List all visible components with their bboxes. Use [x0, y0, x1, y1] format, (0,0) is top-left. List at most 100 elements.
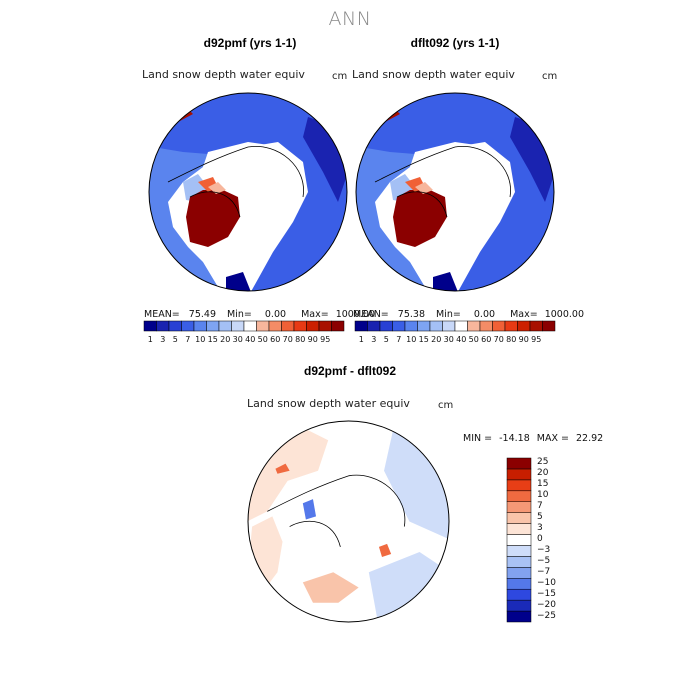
panel2-colorbar-tick: 3: [371, 335, 377, 344]
panel2-units: cm: [542, 71, 558, 82]
diff-colorbar-tick: −20: [537, 599, 556, 610]
panel2-colorbar-tick: 15: [418, 335, 429, 344]
panel1-stats: MEAN= 75.49 Min= 0.00 Max= 1000.00: [144, 309, 375, 320]
map1-field: [149, 93, 347, 291]
diff-colorbar-tick: −3: [537, 544, 551, 555]
panel1-units: cm: [332, 71, 348, 82]
diff-colorbar-bin: [506, 468, 532, 481]
panel1-colorbar-bin: [231, 320, 245, 332]
panel2-colorbar-tick: 7: [396, 335, 402, 344]
panel1-colorbar-tick: 90: [307, 335, 318, 344]
panel1-colorbar-tick: 40: [245, 335, 256, 344]
diff-colorbar-bin: [506, 534, 532, 546]
coastline: [374, 146, 456, 183]
coastline: [348, 474, 406, 527]
panel2-colorbar-bin: [404, 320, 418, 332]
diff-subtitle: Land snow depth water equiv: [247, 397, 410, 410]
panel2-min-label: Min=: [436, 309, 461, 320]
panel2-colorbar-tick: 80: [506, 335, 517, 344]
panel2-colorbar-bin: [442, 320, 456, 332]
diff-colorbar: [506, 457, 532, 623]
panel2-colorbar-bin: [367, 320, 381, 332]
coastline: [396, 191, 448, 218]
panel2-stats: MEAN= 75.38 Min= 0.00 Max= 1000.00: [353, 309, 584, 320]
panel1-colorbar-tick: 60: [270, 335, 281, 344]
diff-colorbar-bin: [506, 556, 532, 568]
panel2-colorbar-bin: [529, 320, 543, 332]
panel1-colorbar-tick: 30: [232, 335, 243, 344]
diff-colorbar-tick: 7: [537, 501, 543, 512]
panel2-colorbar-tick: 95: [531, 335, 542, 344]
svalbard-positive: [378, 543, 392, 558]
panel1-min-value: 0.00: [264, 309, 287, 320]
panel1-colorbar-tick: 80: [295, 335, 306, 344]
panel1-colorbar-tick: 5: [172, 335, 178, 344]
panel2-colorbar-ticks: 1 3 5 7 10 15 20 30 40 50 60 70 80 90 95: [355, 335, 555, 347]
land-snow-region: [149, 93, 347, 291]
diff-colorbar-tick: −10: [537, 577, 556, 588]
arctic-islands-light-region: [208, 182, 226, 194]
panel2-colorbar-tick: 5: [383, 335, 389, 344]
panel2-colorbar-bin: [392, 320, 406, 332]
diff-colorbar-bin: [506, 501, 532, 513]
main-title: ANN: [328, 8, 372, 30]
map3-field: [248, 421, 449, 622]
diff-colorbar-tick: 3: [537, 523, 543, 534]
panel2-map: [355, 92, 555, 292]
diff-colorbar-tick: 15: [537, 479, 549, 490]
diff-colorbar-bin: [506, 523, 532, 535]
map-boundary: [247, 420, 450, 623]
panel1-colorbar-bin: [218, 320, 232, 332]
panel2-max-value: 1000.00: [544, 309, 585, 320]
panel1-colorbar-bin: [318, 320, 332, 332]
panel2-colorbar-tick: 40: [456, 335, 467, 344]
panel1-min-label: Min=: [227, 309, 252, 320]
greenland-region: [393, 190, 447, 247]
panel1-colorbar-ticks: 1 3 5 7 10 15 20 30 40 50 60 70 80 90 95: [144, 335, 344, 347]
greenland-rim-positive: [302, 572, 359, 603]
diff-max-value: 22.92: [576, 433, 604, 444]
coastline: [289, 520, 341, 547]
panel1-colorbar-bin: [181, 320, 195, 332]
panel2-subtitle: Land snow depth water equiv: [352, 68, 515, 81]
panel1-colorbar-bin: [206, 320, 220, 332]
panel2-colorbar-bin: [467, 320, 481, 332]
panel1-colorbar-tick: 15: [207, 335, 218, 344]
panel1-colorbar-bin: [268, 320, 282, 332]
diff-colorbar-tick: 25: [537, 457, 549, 468]
coastline: [454, 145, 511, 198]
map2-field: [356, 93, 554, 291]
panel1-colorbar-tick: 3: [160, 335, 166, 344]
diff-map: [247, 420, 450, 623]
diff-title: d92pmf - dflt092: [303, 364, 396, 378]
diff-colorbar-tick: 20: [537, 468, 549, 479]
diff-min-value: -14.18: [499, 433, 530, 444]
panel2-colorbar-bin: [429, 320, 443, 332]
diff-colorbar-bin: [506, 610, 532, 623]
panel1-colorbar-bin: [193, 320, 207, 332]
panel2-colorbar-bin: [504, 320, 518, 332]
map-boundary: [148, 92, 348, 292]
panel2-colorbar-tick: 60: [481, 335, 492, 344]
land-snow-region: [356, 93, 554, 291]
scandinavia-positive: [275, 463, 290, 474]
panel1-colorbar-bin: [256, 320, 270, 332]
panel1-colorbar-tick: 50: [257, 335, 268, 344]
panel2-colorbar-tick: 20: [431, 335, 442, 344]
panel1-subtitle: Land snow depth water equiv: [142, 68, 305, 81]
panel2-colorbar-tick: 70: [493, 335, 504, 344]
panel1-colorbar-bin: [143, 320, 157, 332]
panel2-max-label: Max=: [510, 309, 538, 320]
panel2-colorbar-bin: [492, 320, 506, 332]
diff-colorbar-tick: 10: [537, 490, 549, 501]
arctic-islands-light-region: [415, 182, 433, 194]
arctic-ocean-region: [410, 142, 510, 242]
map-boundary: [355, 92, 555, 292]
panel1-colorbar: [143, 320, 345, 332]
panel2-min-value: 0.00: [473, 309, 496, 320]
coastline: [189, 191, 241, 218]
panel2-colorbar-bin: [542, 320, 556, 332]
panel2-colorbar-bin: [479, 320, 493, 332]
diff-colorbar-tick: −7: [537, 566, 551, 577]
panel1-colorbar-bin: [331, 320, 345, 332]
